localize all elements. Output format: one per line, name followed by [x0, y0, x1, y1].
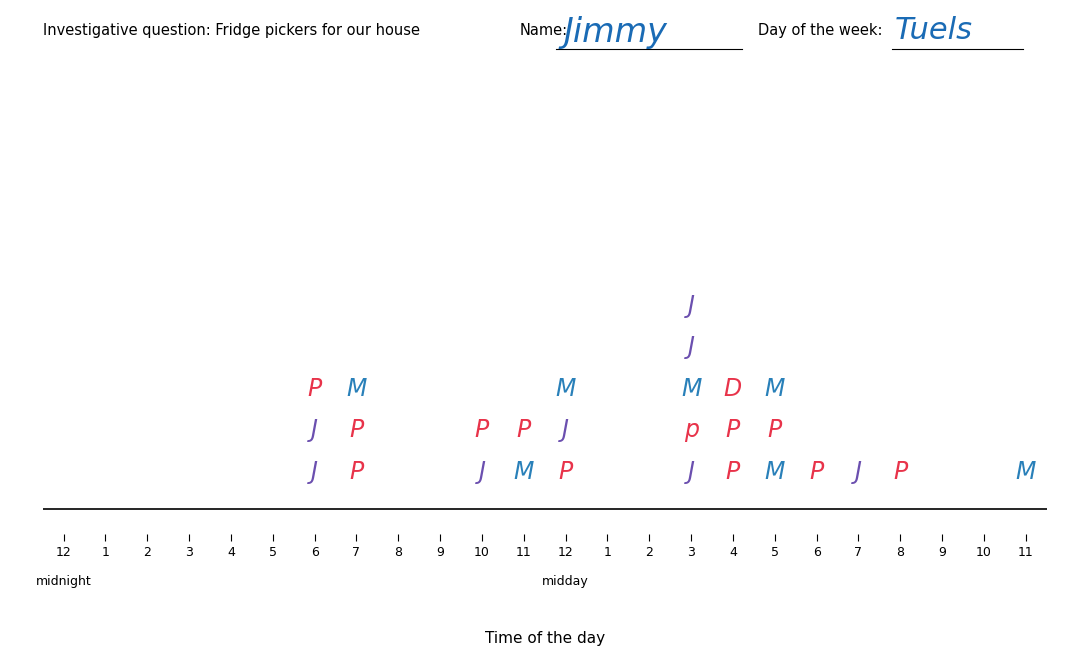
Text: p: p	[684, 419, 698, 442]
Text: J: J	[854, 460, 862, 484]
Text: P: P	[475, 419, 489, 442]
Text: M: M	[765, 377, 785, 401]
Text: J: J	[688, 335, 694, 359]
Text: P: P	[349, 419, 363, 442]
Text: J: J	[688, 294, 694, 318]
Text: J: J	[688, 460, 694, 484]
Text: P: P	[810, 460, 823, 484]
Text: M: M	[346, 377, 366, 401]
Text: Jimmy: Jimmy	[564, 16, 668, 49]
Text: J: J	[311, 419, 318, 442]
Text: midday: midday	[543, 575, 588, 589]
Text: P: P	[893, 460, 908, 484]
Text: P: P	[517, 419, 531, 442]
Text: P: P	[349, 460, 363, 484]
Text: Name:: Name:	[520, 23, 568, 38]
Text: J: J	[562, 419, 569, 442]
Text: J: J	[311, 460, 318, 484]
Text: Day of the week:: Day of the week:	[758, 23, 883, 38]
Text: Tuels: Tuels	[895, 16, 973, 46]
Text: M: M	[765, 460, 785, 484]
Text: D: D	[724, 377, 742, 401]
Text: P: P	[726, 419, 740, 442]
Text: M: M	[1016, 460, 1036, 484]
Text: P: P	[559, 460, 572, 484]
Text: M: M	[555, 377, 576, 401]
Text: P: P	[308, 377, 321, 401]
Text: Investigative question: Fridge pickers for our house: Investigative question: Fridge pickers f…	[43, 23, 420, 38]
Text: Time of the day: Time of the day	[485, 631, 604, 646]
Text: midnight: midnight	[35, 575, 92, 589]
Text: P: P	[726, 460, 740, 484]
Text: M: M	[681, 377, 702, 401]
Text: M: M	[514, 460, 534, 484]
Text: P: P	[768, 419, 782, 442]
Text: J: J	[478, 460, 486, 484]
